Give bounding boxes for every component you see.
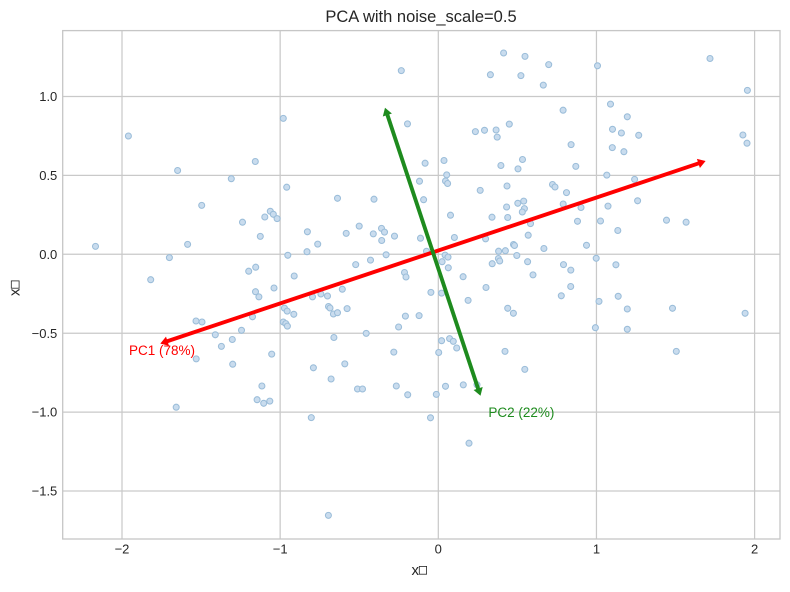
svg-text:−1: −1 bbox=[273, 542, 288, 557]
svg-text:PCA with noise_scale=0.5: PCA with noise_scale=0.5 bbox=[325, 8, 516, 26]
svg-text:x: x bbox=[7, 288, 24, 296]
svg-text:0: 0 bbox=[435, 542, 442, 557]
svg-text:x: x bbox=[412, 562, 420, 579]
svg-text:−0.5: −0.5 bbox=[32, 326, 58, 341]
svg-text:1.0: 1.0 bbox=[39, 89, 57, 104]
svg-text:−1.5: −1.5 bbox=[32, 484, 58, 499]
svg-text:PC1 (78%): PC1 (78%) bbox=[129, 343, 195, 358]
svg-text:2: 2 bbox=[751, 542, 758, 557]
svg-text:−2: −2 bbox=[115, 542, 130, 557]
svg-text:0.5: 0.5 bbox=[39, 168, 57, 183]
svg-text:1: 1 bbox=[593, 542, 600, 557]
svg-text:PC2 (22%): PC2 (22%) bbox=[488, 405, 554, 420]
svg-text:−1.0: −1.0 bbox=[32, 405, 58, 420]
svg-text:0.0: 0.0 bbox=[39, 247, 57, 262]
